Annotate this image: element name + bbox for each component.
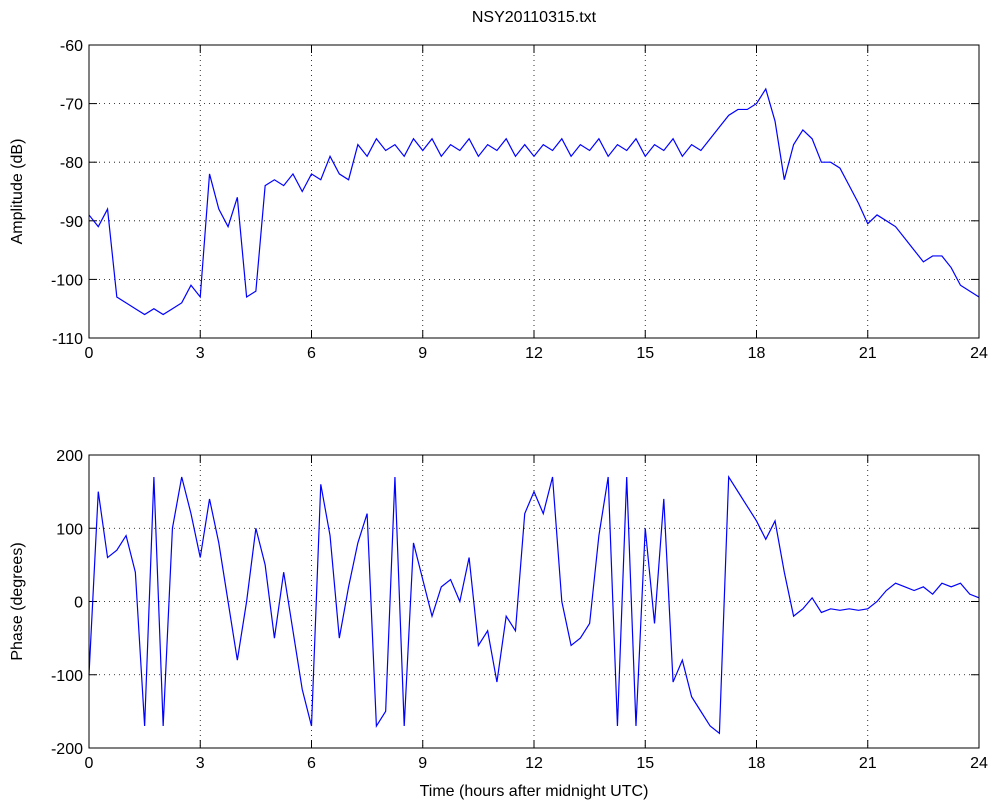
x-axis-label: Time (hours after midnight UTC) bbox=[420, 783, 649, 800]
y-tick-label: -200 bbox=[51, 741, 83, 758]
axes-frame bbox=[88, 44, 980, 339]
y-tick-label: -110 bbox=[52, 331, 83, 348]
x-tick-label: 12 bbox=[525, 755, 543, 772]
y-tick-label: -70 bbox=[60, 97, 83, 114]
x-tick-label: 21 bbox=[859, 755, 877, 772]
y-tick-label: -100 bbox=[51, 668, 83, 685]
y-tick-label: -60 bbox=[60, 38, 83, 55]
x-tick-label: 21 bbox=[859, 345, 877, 362]
x-tick-label: 3 bbox=[196, 755, 205, 772]
x-tick-label: 3 bbox=[196, 345, 205, 362]
x-tick-label: 15 bbox=[636, 345, 654, 362]
y-tick-label: 0 bbox=[74, 595, 83, 612]
x-tick-label: 24 bbox=[970, 755, 988, 772]
x-tick-label: 9 bbox=[418, 755, 427, 772]
x-tick-label: 18 bbox=[748, 345, 766, 362]
chart-title: NSY20110315.txt bbox=[472, 9, 597, 26]
y-tick-label: -100 bbox=[51, 272, 83, 289]
y-tick-label: -80 bbox=[60, 155, 83, 172]
x-tick-label: 15 bbox=[636, 755, 654, 772]
axes-frame bbox=[88, 454, 980, 749]
x-tick-label: 6 bbox=[307, 755, 316, 772]
x-tick-label: 0 bbox=[85, 345, 94, 362]
x-tick-label: 18 bbox=[748, 755, 766, 772]
y-axis-label: Amplitude (dB) bbox=[9, 139, 26, 245]
x-tick-label: 9 bbox=[418, 345, 427, 362]
x-tick-label: 0 bbox=[85, 755, 94, 772]
data-line bbox=[88, 87, 980, 316]
y-tick-label: -90 bbox=[60, 214, 83, 231]
x-tick-label: 6 bbox=[307, 345, 316, 362]
data-line bbox=[88, 475, 980, 735]
y-tick-label: 200 bbox=[56, 448, 83, 465]
y-axis-label: Phase (degrees) bbox=[9, 542, 26, 660]
y-tick-label: 100 bbox=[56, 521, 83, 538]
x-tick-label: 24 bbox=[970, 345, 988, 362]
x-tick-label: 12 bbox=[525, 345, 543, 362]
